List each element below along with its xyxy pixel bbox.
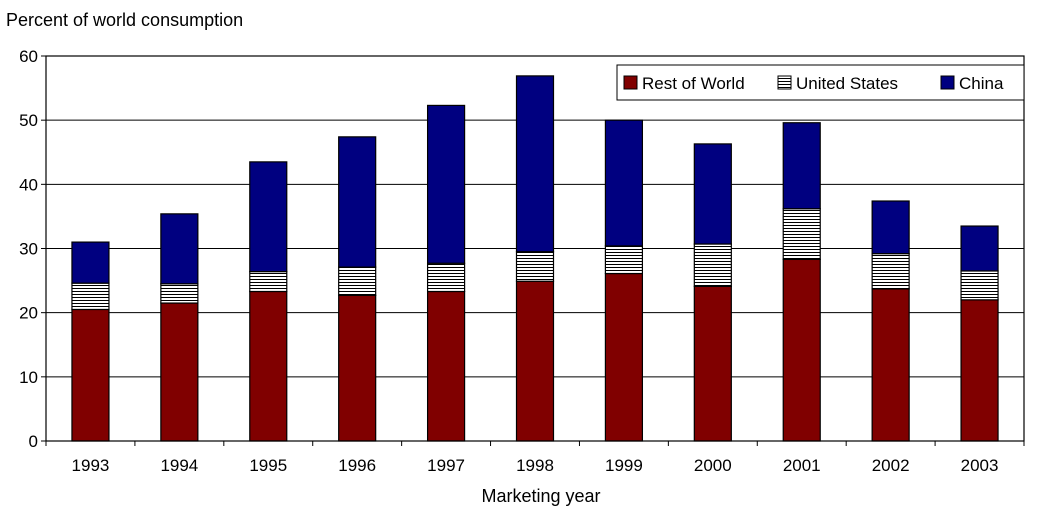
bar-segment-united-states — [71, 282, 110, 311]
bar-segment-united-states — [515, 251, 555, 282]
legend: Rest of World United States China — [616, 64, 1025, 101]
bar-segment-china — [604, 119, 644, 247]
x-tick-label: 2002 — [872, 456, 910, 475]
bar-segment-united-states — [693, 243, 732, 287]
x-tick-label: 1999 — [605, 456, 643, 475]
bar-segment-united-states — [426, 262, 466, 293]
bar-segment-rest-of-world — [71, 308, 110, 442]
bar-segment-china — [426, 104, 466, 264]
bar-segment-united-states — [871, 253, 910, 290]
bar-segment-rest-of-world — [249, 290, 288, 442]
bar-segment-united-states — [249, 271, 288, 293]
y-tick-label: 10 — [19, 368, 38, 387]
bar-segment-united-states — [160, 283, 199, 304]
x-tick-label: 2000 — [694, 456, 732, 475]
bar-segment-united-states — [604, 245, 644, 275]
bar-segment-rest-of-world — [782, 258, 821, 442]
bar-segment-china — [960, 225, 999, 272]
bar-segment-rest-of-world — [160, 302, 199, 442]
legend-label: China — [959, 74, 1004, 93]
y-tick-label: 30 — [19, 240, 38, 259]
x-tick-label: 1994 — [160, 456, 198, 475]
y-tick-label: 20 — [19, 304, 38, 323]
bar-segment-rest-of-world — [960, 299, 999, 442]
bar-segment-china — [515, 75, 555, 253]
bar-segment-united-states — [338, 266, 377, 296]
y-tick-label: 60 — [19, 47, 38, 66]
bar-segment-china — [693, 143, 732, 245]
bar-segment-rest-of-world — [426, 290, 466, 442]
bar-segment-rest-of-world — [515, 280, 555, 442]
legend-label: Rest of World — [642, 74, 745, 93]
legend-swatch — [777, 75, 792, 90]
x-tick-label: 1995 — [249, 456, 287, 475]
x-tick-label: 1993 — [72, 456, 110, 475]
bar-segment-china — [71, 241, 110, 284]
y-tick-label: 40 — [19, 175, 38, 194]
bar-segment-rest-of-world — [693, 285, 732, 442]
x-axis-ticks: 1993 1994 1995 1996 1997 1998 1999 2000 2001 2002… — [45, 441, 1025, 475]
bar-segment-united-states — [960, 270, 999, 301]
bar-segment-united-states — [782, 208, 821, 261]
bar-segment-rest-of-world — [338, 294, 377, 442]
bar-segment-china — [782, 122, 821, 210]
bar-segment-rest-of-world — [604, 272, 644, 442]
bars — [71, 75, 999, 442]
legend-swatch — [940, 75, 955, 90]
bar-segment-china — [338, 136, 377, 268]
x-tick-label: 2001 — [783, 456, 821, 475]
x-tick-label: 1997 — [427, 456, 465, 475]
y-tick-label: 50 — [19, 111, 38, 130]
y-axis-ticks: 0 10 20 30 40 50 60 — [19, 47, 46, 451]
x-tick-label: 2003 — [961, 456, 999, 475]
bar-segment-rest-of-world — [871, 288, 910, 442]
y-tick-label: 0 — [29, 432, 38, 451]
bar-segment-china — [160, 213, 199, 285]
bar-segment-china — [871, 200, 910, 255]
x-tick-label: 1996 — [338, 456, 376, 475]
x-axis-title: Marketing year — [481, 486, 600, 506]
x-tick-label: 1998 — [516, 456, 554, 475]
legend-label: United States — [796, 74, 898, 93]
legend-box — [616, 64, 1025, 101]
bar-segment-china — [249, 161, 288, 273]
legend-swatch — [623, 75, 638, 90]
legend-items: Rest of World United States China — [623, 74, 1004, 93]
y-axis-title: Percent of world consumption — [6, 10, 243, 30]
